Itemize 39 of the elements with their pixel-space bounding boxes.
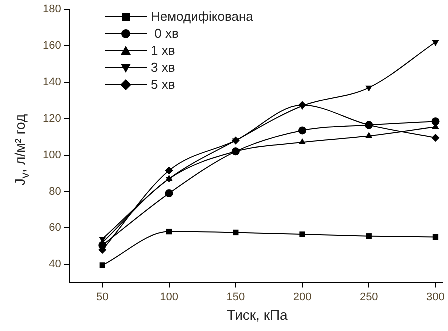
y-tick-label: 120: [42, 112, 62, 125]
y-tick-label: 160: [42, 40, 62, 52]
point: [432, 118, 440, 126]
point: [300, 232, 306, 238]
y-tick-label: 40: [49, 258, 62, 271]
point: [299, 104, 306, 110]
x-tick-label: 100: [160, 291, 178, 304]
point: [298, 126, 307, 135]
point: [432, 234, 439, 240]
point: [165, 190, 174, 198]
y-tick-label: 80: [49, 186, 62, 198]
point: [366, 234, 372, 240]
point: [165, 166, 174, 175]
x-tick-label: 50: [96, 291, 109, 304]
x-tick-label: 200: [293, 291, 312, 304]
point: [233, 230, 239, 236]
point: [432, 134, 440, 142]
x-tick-label: 300: [426, 291, 445, 304]
y-tick-label: 180: [42, 4, 62, 16]
y-tick-label: 140: [42, 76, 62, 88]
x-tick-label: 250: [360, 291, 378, 304]
legend-label: Немодифікована: [151, 9, 254, 24]
legend-label: 5 хв: [151, 77, 176, 92]
x-tick-label: 150: [226, 291, 246, 304]
point: [366, 86, 373, 92]
legend-label: 3 хв: [151, 60, 176, 75]
point: [232, 138, 240, 145]
point: [299, 138, 306, 145]
legend-label: 1 хв: [151, 43, 176, 58]
y-tick-label: 60: [49, 222, 62, 234]
legend-label: 0 хв: [154, 26, 179, 41]
point: [100, 262, 106, 268]
point: [166, 228, 172, 235]
point: [366, 132, 373, 138]
point: [365, 121, 374, 130]
point: [98, 241, 107, 250]
x-axis-title: Тиск, кПа: [226, 307, 289, 323]
point: [432, 40, 440, 46]
y-tick-label: 100: [42, 149, 62, 162]
